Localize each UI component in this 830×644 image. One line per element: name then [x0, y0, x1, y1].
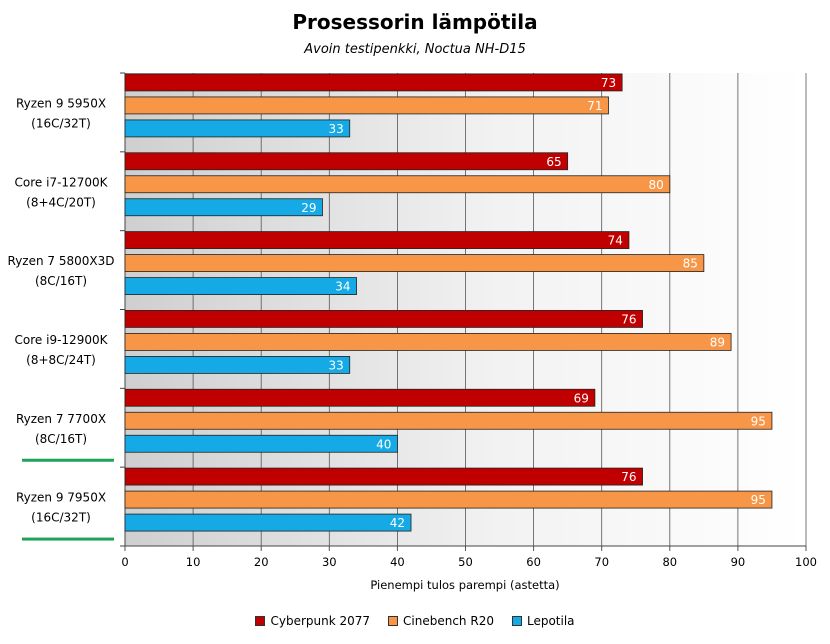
bar-value-label: 40 [376, 437, 391, 451]
bar [124, 254, 705, 272]
bar [124, 434, 398, 453]
legend-label: Cyberpunk 2077 [270, 614, 371, 628]
x-tick-label: 10 [186, 555, 201, 569]
category-label: Ryzen 7 5800X3D [8, 254, 115, 268]
legend-swatch [511, 616, 522, 626]
bar [124, 356, 351, 374]
category-label: Ryzen 9 7950X [16, 491, 106, 505]
bar-value-label: 74 [608, 234, 623, 248]
bar-value-label: 33 [328, 122, 343, 136]
category-label: Core i7-12700K [15, 175, 109, 189]
category-sublabel: (8+4C/20T) [26, 195, 96, 209]
bar [124, 411, 773, 430]
category-sublabel: (16C/32T) [31, 511, 91, 525]
category-sublabel: (8C/16T) [35, 274, 87, 288]
bar [124, 73, 623, 92]
legend-label: Lepotila [526, 614, 575, 628]
bar-value-label: 95 [751, 414, 766, 428]
bar-value-label: 85 [683, 257, 698, 271]
x-axis-label: Pienempi tulos parempi (astetta) [370, 578, 560, 592]
bar-value-label: 42 [390, 516, 405, 530]
x-tick-label: 80 [662, 555, 677, 569]
bar-value-label: 76 [621, 312, 636, 326]
bar-value-label: 89 [710, 335, 725, 349]
bar-value-label: 34 [335, 280, 350, 294]
highlight-underline [22, 537, 114, 541]
bar [124, 198, 323, 217]
x-tick-label: 50 [458, 555, 473, 569]
legend-swatch [255, 616, 266, 626]
chart-title: Prosessorin lämpötila [292, 10, 538, 34]
bar [124, 467, 643, 486]
bar-value-label: 95 [751, 493, 766, 507]
x-tick-label: 20 [254, 555, 269, 569]
category-label: Ryzen 7 7700X [16, 412, 106, 426]
bar-value-label: 76 [621, 470, 636, 484]
highlight-underline [22, 458, 114, 462]
bar [124, 277, 357, 295]
x-tick-label: 70 [594, 555, 609, 569]
bar [124, 119, 351, 138]
bar [124, 310, 643, 328]
legend-item: Cinebench R20 [388, 614, 494, 628]
bar [124, 490, 773, 509]
legend-item: Lepotila [511, 614, 575, 628]
category-label: Core i9-12900K [15, 333, 109, 347]
bar-value-label: 65 [546, 155, 561, 169]
legend-swatch [388, 616, 399, 626]
legend-item: Cyberpunk 2077 [255, 614, 370, 628]
bar [124, 513, 412, 532]
category-sublabel: (16C/32T) [31, 116, 91, 130]
bar [124, 152, 569, 171]
category-sublabel: (8C/16T) [35, 432, 87, 446]
bar [124, 96, 609, 115]
x-tick-label: 40 [390, 555, 405, 569]
bar-value-label: 29 [301, 201, 316, 215]
x-tick-label: 30 [322, 555, 337, 569]
x-tick-label: 60 [526, 555, 541, 569]
bar-value-label: 73 [601, 76, 616, 90]
category-label: Ryzen 9 5950X [16, 96, 106, 110]
x-tick-label: 90 [731, 555, 746, 569]
bar [124, 175, 671, 194]
bar-value-label: 80 [649, 178, 664, 192]
bar [124, 388, 596, 407]
x-tick-label: 0 [121, 555, 128, 569]
legend: Cyberpunk 2077 Cinebench R20 Lepotila [0, 614, 830, 628]
bar-value-label: 69 [574, 391, 589, 405]
chart-subtitle: Avoin testipenkki, Noctua NH-D15 [304, 42, 526, 57]
category-sublabel: (8+8C/24T) [26, 353, 96, 367]
bar-value-label: 33 [328, 358, 343, 372]
x-tick-label: 100 [795, 555, 817, 569]
legend-label: Cinebench R20 [403, 614, 494, 628]
bar [124, 333, 732, 351]
bar [124, 231, 630, 249]
bar-value-label: 71 [587, 99, 602, 113]
